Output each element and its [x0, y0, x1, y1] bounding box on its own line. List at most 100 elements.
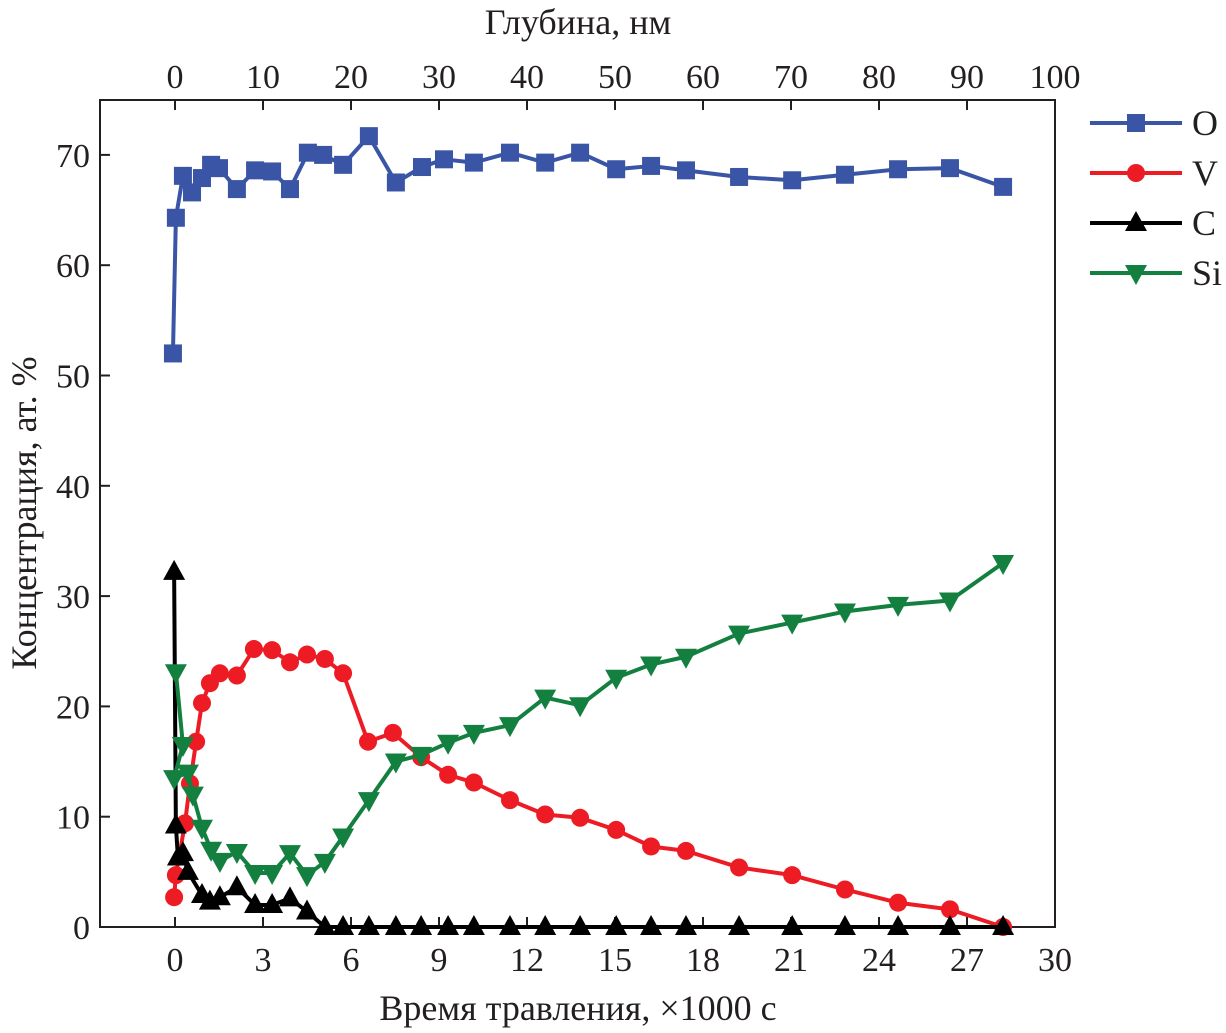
data-point-Si [462, 724, 485, 745]
data-point-Si [225, 843, 248, 864]
y-tick-label: 70 [56, 138, 90, 175]
legend-marker-V [1127, 164, 1145, 182]
data-point-V [783, 866, 802, 885]
data-point-Si [781, 614, 804, 635]
series-O [163, 127, 1013, 363]
x2-tick-label: 80 [862, 59, 896, 96]
data-point-V [359, 732, 378, 751]
data-point-Si [938, 592, 961, 613]
data-point-Si [164, 664, 187, 685]
data-point-O [889, 160, 908, 179]
data-point-O [163, 344, 182, 363]
data-point-O [263, 162, 282, 181]
data-point-O [676, 161, 695, 180]
x2-tick-label: 10 [246, 59, 280, 96]
series-line-O [170, 134, 1004, 354]
data-point-C [176, 859, 199, 880]
data-point-Si [992, 555, 1015, 576]
data-point-V [571, 808, 590, 827]
data-point-Si [181, 786, 204, 807]
data-point-O [314, 145, 333, 164]
y-tick-label: 10 [56, 800, 90, 837]
data-point-O [940, 159, 959, 178]
data-point-C [534, 915, 557, 935]
data-point-Si [278, 845, 301, 866]
data-point-V [227, 666, 246, 685]
data-point-C [208, 885, 231, 906]
data-point-O [227, 180, 246, 199]
data-point-O [183, 183, 202, 202]
data-point-V [165, 888, 184, 907]
data-point-Si [437, 734, 460, 755]
data-point-V [835, 880, 854, 899]
legend-item-O: O [1090, 103, 1218, 143]
data-point-C [992, 915, 1015, 935]
legend-item-V: V [1090, 153, 1218, 193]
data-point-V [315, 649, 334, 668]
data-point-Si [332, 828, 355, 849]
y-tick-label: 30 [56, 579, 90, 616]
y-axis-label: Концентрация, ат. % [4, 356, 44, 669]
axes: 0 3 6 9 12 15 18 21 24 27 30 0 10 20 30 40 50 60 70 0 10 20 30… [56, 59, 1080, 979]
data-point-V [297, 645, 316, 664]
data-point-C [244, 892, 267, 913]
x-tick-label: 30 [1038, 942, 1072, 979]
y-tick-label: 60 [56, 248, 90, 285]
series-line-V [172, 647, 1004, 929]
x-tick-label: 6 [342, 942, 359, 979]
legend-item-C: C [1090, 203, 1216, 243]
data-point-O [334, 155, 353, 174]
data-point-V [464, 773, 483, 792]
data-point-C [164, 813, 187, 834]
data-point-V [192, 694, 211, 713]
x2-tick-label: 20 [334, 59, 368, 96]
data-point-Si [569, 697, 592, 718]
series-line-Si [172, 561, 1005, 878]
data-point-O [359, 127, 378, 146]
data-point-V [210, 664, 229, 683]
legend-item-Si: Si [1090, 253, 1222, 293]
x2-tick-label: 90 [950, 59, 984, 96]
data-point-C [569, 915, 592, 935]
data-point-O [835, 165, 854, 184]
legend-label: O [1192, 103, 1218, 143]
plot-frame [99, 99, 1056, 928]
x2-tick-label: 40 [510, 59, 544, 96]
x-tick-label: 12 [510, 942, 544, 979]
data-point-C [498, 915, 521, 935]
data-point-C [640, 915, 663, 935]
data-point-V [889, 893, 908, 912]
data-point-Si [887, 596, 910, 617]
data-point-V [730, 858, 749, 877]
data-point-V [607, 820, 626, 839]
data-point-O [464, 153, 483, 172]
data-point-O [642, 156, 661, 175]
x-tick-label: 9 [430, 942, 447, 979]
x-tick-label: 24 [862, 942, 896, 979]
data-point-Si [357, 792, 380, 813]
data-point-O [246, 161, 265, 180]
data-point-Si [384, 753, 407, 774]
legend-label: Si [1192, 253, 1222, 293]
data-point-C [313, 915, 336, 935]
data-point-C [605, 915, 628, 935]
y-tick-label: 20 [56, 689, 90, 726]
data-point-C [833, 915, 856, 935]
data-point-Si [833, 603, 856, 624]
x2-tick-label: 60 [686, 59, 720, 96]
data-point-C [332, 915, 355, 935]
data-point-Si [244, 864, 267, 885]
data-point-O [166, 208, 185, 227]
data-point-O [280, 180, 299, 199]
data-point-Si [534, 689, 557, 710]
data-point-C [938, 915, 961, 935]
series-Si [163, 555, 1015, 888]
data-point-C [887, 915, 910, 935]
series-group [163, 127, 1015, 936]
data-point-Si [410, 746, 433, 767]
data-point-V [642, 837, 661, 856]
data-point-O [173, 166, 192, 185]
data-point-Si [605, 669, 628, 690]
x-tick-label: 3 [254, 942, 271, 979]
